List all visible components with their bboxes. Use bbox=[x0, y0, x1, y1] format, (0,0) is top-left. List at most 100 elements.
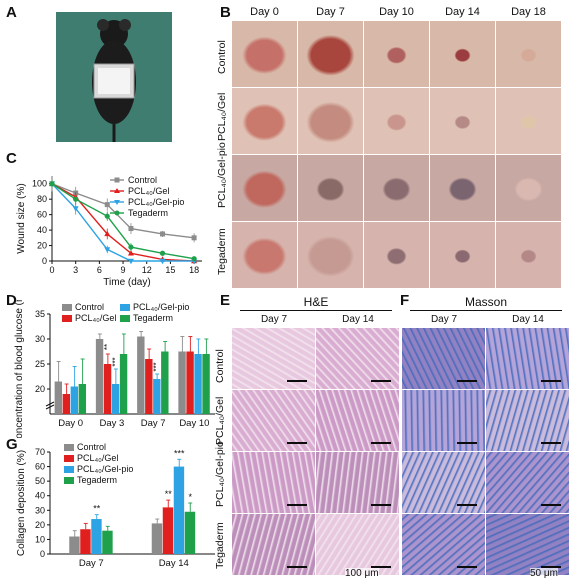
bar bbox=[202, 354, 210, 414]
scale-bar bbox=[287, 380, 307, 382]
masson-stain-image bbox=[402, 452, 485, 513]
significance-mark: *** bbox=[111, 357, 120, 366]
legend-marker bbox=[114, 200, 120, 205]
legend-label: PCL₄₀/Gel-pio bbox=[133, 302, 189, 312]
y-tick-label: 40 bbox=[35, 491, 45, 501]
day-column-label: Day 0 bbox=[250, 6, 279, 18]
category-label: Day 7 bbox=[79, 558, 104, 569]
y-axis-label: Wound size (%) bbox=[16, 183, 27, 253]
y-tick-label: 50 bbox=[35, 476, 45, 486]
masson-stain-image bbox=[402, 390, 485, 451]
legend-label: PCL₄₀/Gel bbox=[128, 186, 169, 196]
legend-label: Tegaderm bbox=[133, 313, 173, 323]
he-stain-image bbox=[232, 390, 315, 451]
bar bbox=[102, 530, 113, 554]
legend-label: Control bbox=[77, 442, 106, 452]
day-column-label: Day 14 bbox=[445, 6, 480, 18]
significance-mark: ** bbox=[93, 504, 101, 514]
wound-photo bbox=[496, 21, 561, 87]
histology-row-label: PCL₄₀/Gel-pio bbox=[214, 441, 226, 507]
day-column-label: Day 7 bbox=[316, 6, 345, 18]
histology-row-label: PCL₄₀/Gel bbox=[214, 396, 226, 445]
data-point bbox=[72, 206, 79, 212]
category-label: Day 7 bbox=[141, 418, 166, 429]
scale-bar bbox=[457, 504, 477, 506]
data-point bbox=[159, 258, 166, 265]
histology-stain-title: Masson bbox=[464, 295, 508, 309]
data-point bbox=[127, 258, 134, 265]
day-column-label: Day 18 bbox=[511, 6, 546, 18]
bar bbox=[119, 354, 128, 414]
masson-stain-image bbox=[486, 390, 569, 451]
scale-bar bbox=[541, 566, 561, 568]
he-stain-image bbox=[232, 514, 315, 575]
data-point bbox=[191, 235, 197, 241]
y-tick-label: 35 bbox=[35, 309, 45, 319]
panel-label-e: E bbox=[220, 292, 231, 309]
legend-swatch bbox=[120, 304, 130, 311]
bar bbox=[62, 394, 71, 414]
wound-photo bbox=[298, 222, 363, 288]
legend-swatch bbox=[64, 466, 74, 473]
x-tick-label: 9 bbox=[121, 265, 126, 275]
data-point bbox=[104, 230, 111, 237]
legend-swatch bbox=[64, 444, 74, 451]
legend-swatch bbox=[62, 304, 72, 311]
wound-photo bbox=[496, 155, 561, 221]
legend-swatch bbox=[120, 315, 130, 322]
scale-bar bbox=[457, 442, 477, 444]
bar bbox=[95, 339, 104, 414]
significance-mark: ** bbox=[103, 344, 112, 350]
scale-bar bbox=[541, 442, 561, 444]
bar bbox=[78, 384, 87, 414]
scale-bar bbox=[371, 504, 391, 506]
histology-day-label: Day 7 bbox=[260, 314, 288, 325]
y-tick-label: 60 bbox=[35, 462, 45, 472]
wound-photo bbox=[364, 88, 429, 154]
bar bbox=[80, 529, 91, 554]
wound-photo bbox=[364, 222, 429, 288]
wound-photo bbox=[232, 222, 297, 288]
series-line bbox=[51, 183, 195, 260]
title-rule bbox=[410, 310, 562, 311]
y-axis-label: Collagen deposition (%) bbox=[16, 450, 27, 556]
panel-label-f: F bbox=[400, 292, 410, 309]
bar bbox=[184, 511, 196, 554]
panel-label-b: B bbox=[220, 4, 231, 21]
category-label: Day 0 bbox=[58, 418, 83, 429]
masson-stain-image bbox=[486, 452, 569, 513]
y-tick-label: 25 bbox=[35, 359, 45, 369]
scale-bar-label-masson: 50 μm bbox=[530, 568, 558, 579]
legend-marker bbox=[114, 177, 120, 183]
data-point bbox=[160, 231, 166, 237]
legend-label: PCL₄₀/Gel bbox=[75, 313, 116, 323]
y-tick-label: 100 bbox=[32, 179, 47, 189]
scale-bar bbox=[371, 442, 391, 444]
legend-swatch bbox=[64, 477, 74, 484]
legend-label: Control bbox=[75, 302, 104, 312]
he-stain-image bbox=[316, 390, 399, 451]
y-tick-label: 30 bbox=[35, 505, 45, 515]
masson-stain-image bbox=[402, 514, 485, 575]
axis-break bbox=[45, 401, 55, 407]
panel-label-a: A bbox=[6, 4, 17, 21]
significance-mark: ** bbox=[165, 489, 173, 499]
bar bbox=[194, 354, 202, 414]
title-rule bbox=[240, 310, 392, 311]
scale-bar bbox=[541, 504, 561, 506]
wound-row-label: PCL₄₀/Gel bbox=[216, 92, 228, 141]
bar bbox=[161, 351, 169, 414]
wound-photo bbox=[232, 155, 297, 221]
category-label: Day 10 bbox=[179, 418, 209, 429]
histology-stain-title: H&E bbox=[303, 295, 329, 309]
bar bbox=[151, 523, 163, 554]
wound-photo bbox=[298, 155, 363, 221]
significance-mark: * bbox=[188, 492, 192, 502]
category-label: Day 3 bbox=[99, 418, 124, 429]
wound-photo bbox=[496, 88, 561, 154]
scale-bar bbox=[371, 380, 391, 382]
wound-row-label: Control bbox=[216, 40, 228, 74]
bar bbox=[69, 536, 80, 554]
legend-marker bbox=[114, 188, 120, 193]
